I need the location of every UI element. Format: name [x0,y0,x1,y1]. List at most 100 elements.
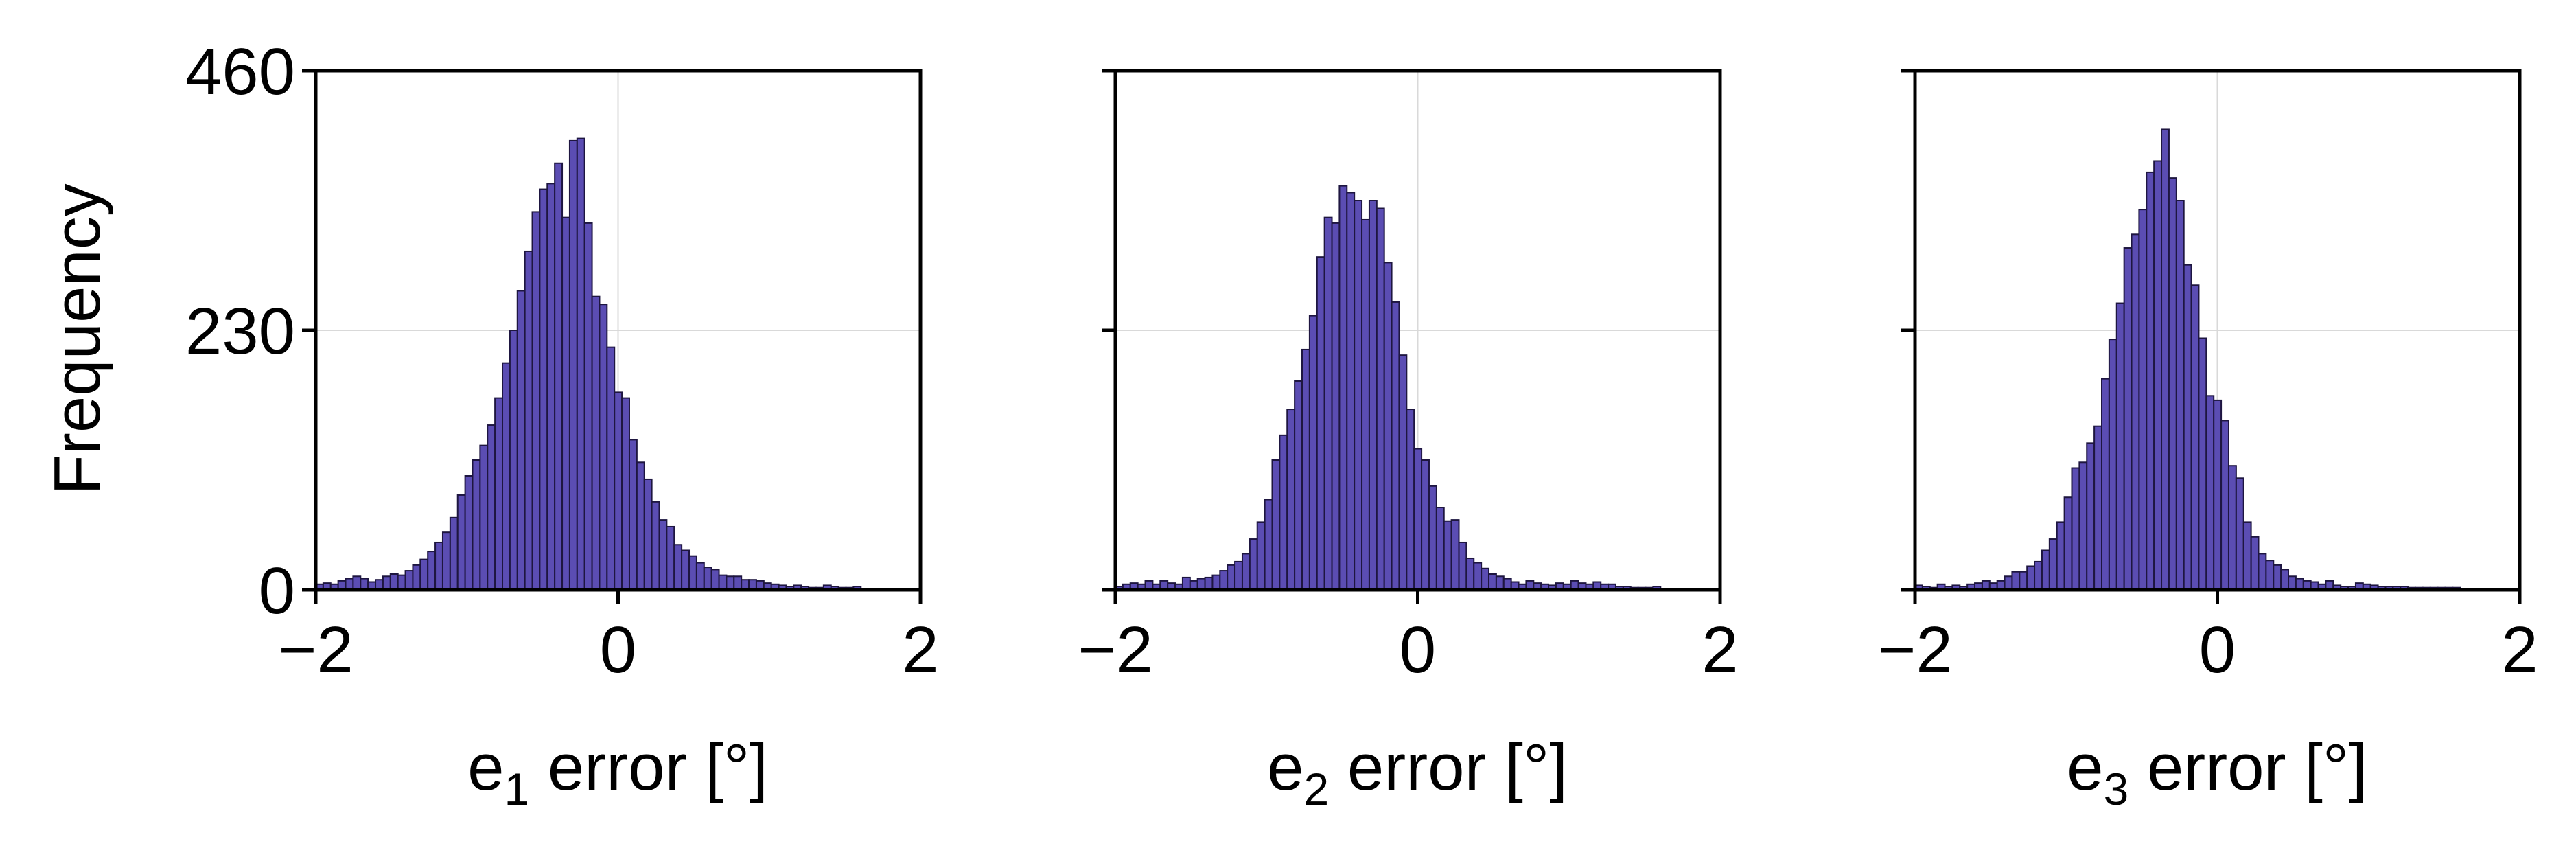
histogram-bar [2086,442,2096,591]
histogram-bar [568,139,578,591]
histogram-bar [352,575,362,591]
histogram-bar [524,250,533,591]
histogram-bar [479,444,489,591]
x-tick-label: 2 [2501,613,2538,687]
y-tick-label: 230 [185,295,295,368]
histogram-bar [531,211,541,591]
histogram-bar [1241,553,1251,591]
histogram-bar [516,290,526,591]
histogram-bar [509,330,518,591]
histogram-bar [1316,256,1325,591]
histogram-bar [2034,560,2043,591]
histogram-bar [2063,496,2073,591]
histogram-bar [2190,284,2200,591]
histogram-bar [1368,200,1378,591]
histogram-bar [636,461,645,591]
histogram-bar [718,574,728,591]
histogram-bar [651,501,660,591]
histogram-bar [2205,395,2215,591]
histogram-bar [2041,549,2050,591]
histogram-bar [1234,560,1243,591]
x-axis-label-suffix: error [°] [2128,731,2367,804]
histogram-bar [1458,541,1467,591]
histogram-bar [2175,200,2185,591]
histogram-bar [1413,448,1423,591]
histogram-bar [658,519,668,591]
histogram-bar [606,346,616,591]
histogram-bar [2056,521,2065,591]
histogram-bar [2108,339,2117,591]
histogram-bar [599,304,608,591]
histogram-bar [2078,461,2088,591]
histogram-bar [2213,399,2223,591]
histogram-bar [2101,378,2110,591]
histogram-bar [2280,569,2290,591]
histogram-bar [2198,337,2207,591]
histogram-bar [1271,459,1281,591]
histogram-bar [1249,538,1258,591]
histogram-bar [382,575,391,591]
histogram-bar [1338,185,1348,591]
histogram-bar [2026,565,2036,591]
histogram-bar [1481,567,1490,591]
histogram-bar [441,531,451,591]
histogram-bar [2220,420,2229,591]
histogram-bar [494,397,504,591]
histogram-bar [2123,247,2133,591]
panel-e3-error: e3 error [°] −2 0 2 [1877,69,2538,814]
histogram-bar [434,541,443,591]
histogram-bar [591,295,601,591]
histogram-bar [2258,553,2267,591]
histogram-bar [1495,575,1505,591]
histogram-bar [472,459,481,591]
histogram-bar [1450,519,1460,591]
histogram-bar [419,558,429,591]
x-axis-label-base: e [1267,731,1303,804]
x-axis-label-subscript: 3 [2103,764,2128,814]
x-tick-label: −2 [1877,613,1952,687]
histogram-bar [2011,571,2021,591]
histogram-bar [1211,574,1221,591]
histogram-bar [1376,207,1385,591]
histogram-bar [1323,216,1333,591]
y-tick-label: 460 [185,35,295,108]
histogram-bar [1308,315,1318,591]
histogram-bar [726,575,735,591]
histogram-bar [412,564,421,591]
histogram-bar [621,397,630,591]
histogram-bar [614,391,623,591]
histogram-bar [2048,538,2058,591]
histogram-bar [2242,521,2252,591]
histogram-bar [554,162,564,591]
histogram-bar [1181,576,1191,591]
histogram-bar [2250,536,2260,591]
x-axis-label-suffix: error [°] [529,731,768,804]
histogram-bar [628,439,638,591]
histogram-bar [1473,562,1483,591]
x-tick-label: 0 [1400,613,1436,687]
histogram-bar [1435,507,1445,591]
histogram-bar [397,574,406,591]
histogram-bar [2288,575,2297,591]
panel-e2-error: e2 error [°] −2 0 2 [1078,69,1739,814]
histogram-bar [546,183,556,591]
histogram-bar [1219,570,1229,591]
y-tick-label: 0 [259,554,295,628]
histogram-bar [464,475,474,591]
x-axis-label-e3: e3 error [°] [2067,731,2367,814]
histogram-bar [1294,380,1303,591]
histogram-bar [1428,485,1437,591]
x-axis-label-e1: e1 error [°] [467,731,768,814]
histogram-bar [427,551,437,591]
x-tick-label: −2 [1078,613,1152,687]
histogram-bar [1279,434,1288,591]
histogram-bar [2131,233,2140,591]
histogram-bar [2153,160,2163,591]
histogram-bar [2093,425,2103,591]
x-tick-label: 2 [902,613,938,687]
histogram-bar [1264,499,1273,591]
histogram-bar [1421,459,1430,591]
x-axis-label-subscript: 2 [1303,764,1329,814]
histogram-bar [643,478,653,591]
